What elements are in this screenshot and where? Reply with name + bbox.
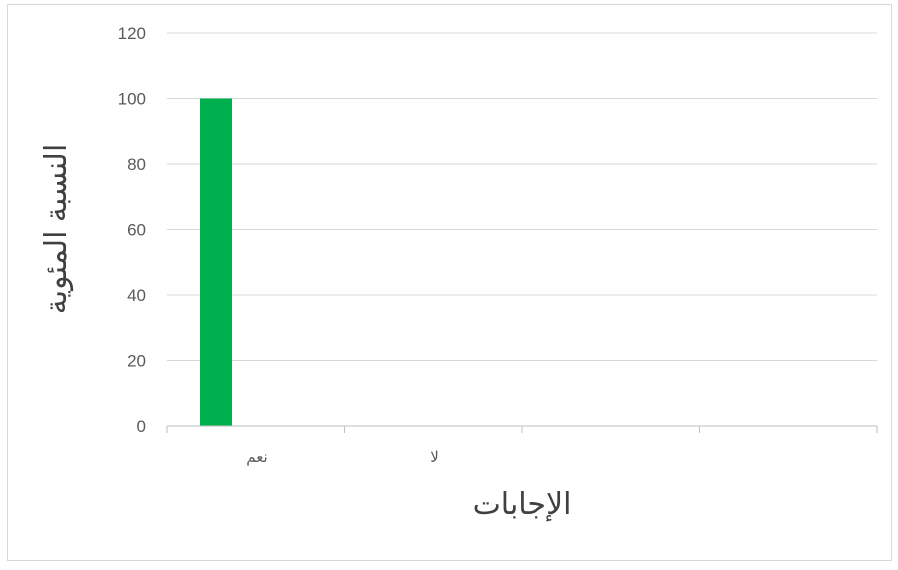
x-axis	[166, 425, 878, 433]
y-tick-label: 20	[127, 352, 146, 371]
y-tick-label: 40	[127, 286, 146, 305]
x-tick-label: لا	[430, 449, 439, 466]
gridlines	[167, 32, 877, 361]
x-tick-labels: نعم لا	[246, 449, 438, 466]
y-tick-label: 100	[118, 90, 146, 109]
bar	[200, 98, 232, 426]
y-tick-label: 120	[118, 24, 146, 43]
y-tick-label: 60	[127, 221, 146, 240]
bars	[200, 98, 232, 426]
y-tick-label: 80	[127, 155, 146, 174]
y-tick-label: 0	[137, 417, 146, 436]
x-tick-label: نعم	[246, 449, 267, 466]
x-axis-title: الإجابات	[473, 488, 572, 522]
y-axis-title: النسبة المئوية	[40, 144, 73, 315]
chart-border	[7, 4, 892, 561]
y-tick-labels: 0 20 40 60 80 100 120	[118, 24, 146, 436]
